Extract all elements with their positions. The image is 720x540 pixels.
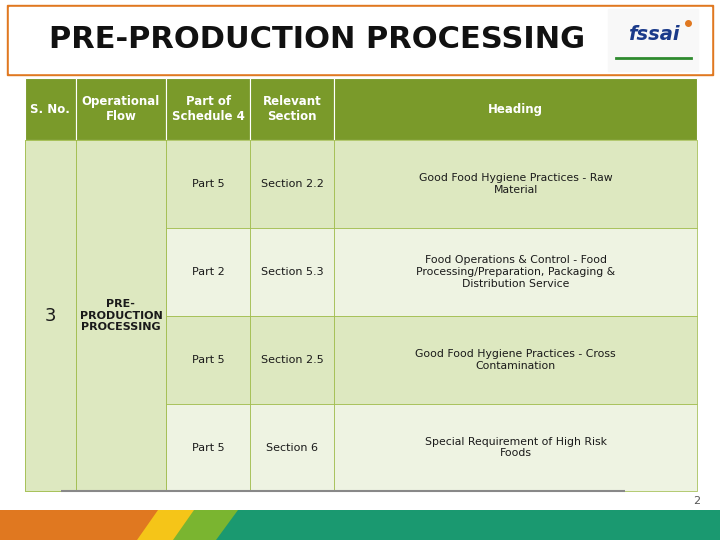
Bar <box>334 140 697 228</box>
Bar <box>25 403 76 491</box>
Text: Section 5.3: Section 5.3 <box>261 267 323 277</box>
Bar <box>0 510 720 540</box>
Bar <box>251 140 334 228</box>
Text: Part 5: Part 5 <box>192 355 225 365</box>
Bar <box>251 228 334 316</box>
Bar <box>76 403 166 491</box>
Text: PRE-
PRODUCTION
PROCESSING: PRE- PRODUCTION PROCESSING <box>79 299 162 333</box>
Bar <box>9 7 711 73</box>
Bar <box>166 316 251 403</box>
Bar <box>166 403 251 491</box>
Bar <box>166 78 251 140</box>
Text: Section 2.2: Section 2.2 <box>261 179 324 190</box>
Bar <box>7 5 713 75</box>
Text: Part of
Schedule 4: Part of Schedule 4 <box>172 96 245 123</box>
Bar <box>25 140 76 491</box>
Text: Relevant
Section: Relevant Section <box>263 96 322 123</box>
Bar <box>334 403 697 491</box>
Bar <box>166 140 251 228</box>
Text: PRE-PRODUCTION PROCESSING: PRE-PRODUCTION PROCESSING <box>49 25 585 54</box>
Bar <box>166 228 251 316</box>
Bar <box>25 228 76 316</box>
Bar <box>334 316 697 403</box>
Text: Special Requirement of High Risk
Foods: Special Requirement of High Risk Foods <box>425 437 606 458</box>
Bar <box>251 403 334 491</box>
Bar <box>608 9 698 71</box>
Text: Good Food Hygiene Practices - Cross
Contamination: Good Food Hygiene Practices - Cross Cont… <box>415 349 616 370</box>
Bar <box>251 316 334 403</box>
Text: Good Food Hygiene Practices - Raw
Material: Good Food Hygiene Practices - Raw Materi… <box>419 173 613 195</box>
Text: 2: 2 <box>693 496 700 506</box>
Bar <box>334 78 697 140</box>
Text: Section 2.5: Section 2.5 <box>261 355 323 365</box>
Bar <box>25 78 76 140</box>
Bar <box>76 78 166 140</box>
Polygon shape <box>137 510 194 540</box>
Text: Food Operations & Control - Food
Processing/Preparation, Packaging &
Distributio: Food Operations & Control - Food Process… <box>416 255 615 288</box>
Bar <box>76 316 166 403</box>
Text: S. No.: S. No. <box>30 103 71 116</box>
Bar <box>25 316 76 403</box>
Text: Part 5: Part 5 <box>192 442 225 453</box>
Bar <box>25 140 76 228</box>
Text: Part 5: Part 5 <box>192 179 225 190</box>
Text: 3: 3 <box>45 307 56 325</box>
Bar <box>76 228 166 316</box>
Text: Section 6: Section 6 <box>266 442 318 453</box>
Text: Operational
Flow: Operational Flow <box>82 96 160 123</box>
Text: Part 2: Part 2 <box>192 267 225 277</box>
Bar <box>76 140 166 491</box>
Bar <box>251 78 334 140</box>
Bar <box>76 140 166 228</box>
Text: fssai: fssai <box>628 25 679 44</box>
Bar <box>334 228 697 316</box>
Polygon shape <box>173 510 238 540</box>
Polygon shape <box>216 510 720 540</box>
Text: Heading: Heading <box>488 103 543 116</box>
